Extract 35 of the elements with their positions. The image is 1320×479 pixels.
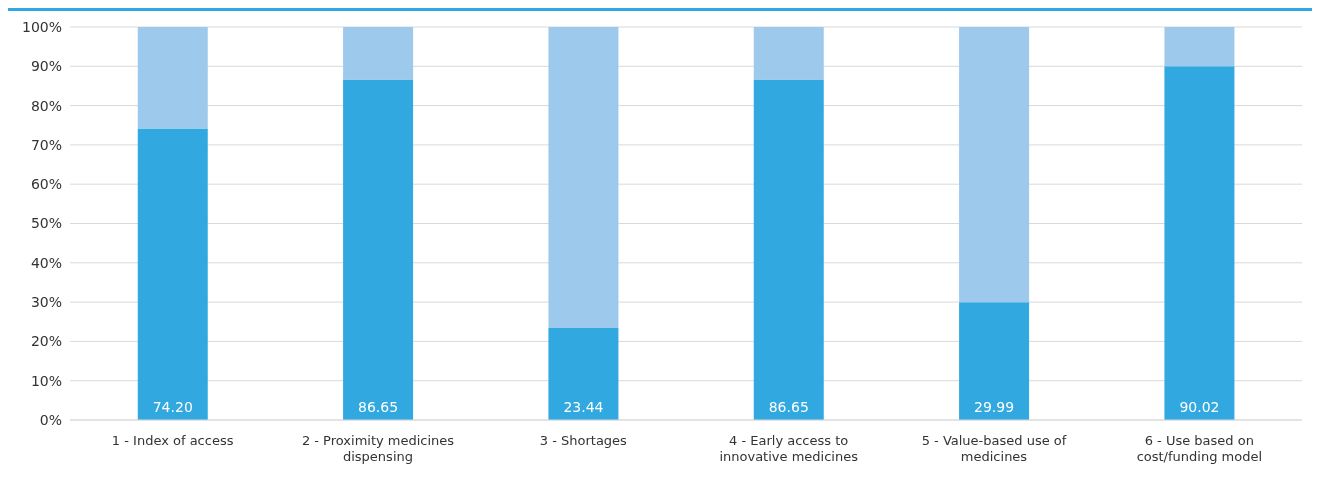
bar	[548, 27, 619, 328]
y-tick-label: 0%	[39, 411, 62, 428]
data-label: 74.20	[152, 399, 193, 415]
bar	[137, 27, 208, 129]
y-tick-label: 60%	[30, 176, 62, 193]
data-label: 90.02	[1179, 399, 1220, 415]
bar	[753, 79, 824, 420]
data-label: 86.65	[358, 399, 399, 415]
data-label: 23.44	[563, 399, 604, 415]
x-tick-label: 6 - Use based on cost/funding model	[1136, 433, 1263, 464]
bar	[1164, 66, 1235, 420]
bar	[959, 302, 1030, 420]
y-tick-label: 20%	[30, 333, 62, 350]
data-label: 86.65	[768, 399, 809, 415]
bar	[343, 27, 414, 80]
bar	[343, 79, 414, 420]
x-tick-label: 3 - Shortages	[539, 433, 628, 448]
y-tick-label: 50%	[30, 215, 62, 232]
y-tick-label: 30%	[30, 294, 62, 311]
x-tick-label: 4 - Early access to innovative medicines	[719, 433, 859, 464]
y-tick-label: 70%	[30, 136, 62, 153]
y-tick-label: 10%	[30, 372, 62, 389]
y-tick-label: 40%	[30, 254, 62, 271]
data-label: 29.99	[974, 399, 1015, 415]
bar	[753, 27, 824, 80]
x-tick-label: 1 - Index of access	[111, 433, 234, 448]
bar	[137, 128, 208, 420]
bar	[959, 27, 1030, 303]
bar	[1164, 27, 1235, 67]
x-tick-label: 2 - Proximity medicines dispensing	[301, 433, 455, 464]
x-tick-label: 5 - Value-based use of medicines	[921, 433, 1067, 464]
y-tick-label: 80%	[30, 97, 62, 114]
y-tick-label: 100%	[21, 18, 62, 35]
bar	[548, 327, 619, 420]
y-tick-label: 90%	[30, 58, 62, 75]
